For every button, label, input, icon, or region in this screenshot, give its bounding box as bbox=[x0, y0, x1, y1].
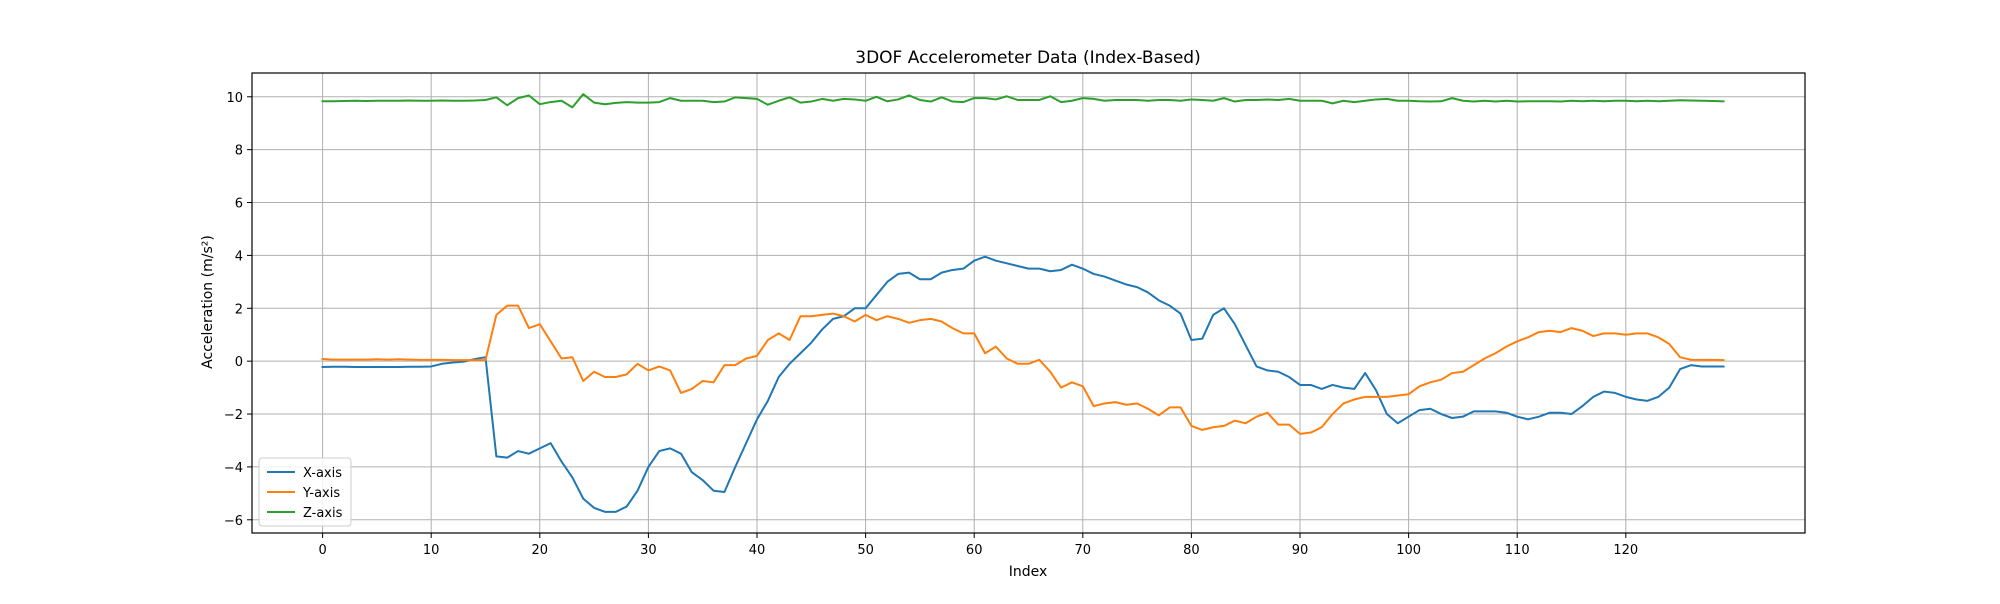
gridlines bbox=[252, 73, 1805, 533]
x-axis-label: Index bbox=[1009, 564, 1048, 580]
x-tick-label: 20 bbox=[532, 543, 549, 558]
x-tick-label: 100 bbox=[1396, 543, 1421, 558]
x-tick-label: 0 bbox=[318, 543, 326, 558]
x-tick-label: 110 bbox=[1505, 543, 1530, 558]
legend-label-z-axis: Z-axis bbox=[303, 506, 343, 521]
series-lines bbox=[321, 93, 1725, 513]
series-line-z-axis bbox=[321, 93, 1725, 109]
chart-title: 3DOF Accelerometer Data (Index-Based) bbox=[855, 48, 1200, 68]
x-tick-label: 30 bbox=[640, 543, 657, 558]
y-tick-label: 10 bbox=[226, 91, 243, 106]
legend-label-x-axis: X-axis bbox=[303, 466, 342, 481]
y-tick-label: 6 bbox=[235, 197, 243, 212]
x-tick-label: 50 bbox=[857, 543, 874, 558]
axis-ticks: 0 10 20 30 40 50 60 70 80 90 100 110 120 −6 −4 −2 0 2 4 6 8 1… bbox=[224, 91, 1638, 558]
y-tick-label: −4 bbox=[224, 461, 243, 476]
x-tick-label: 60 bbox=[966, 543, 983, 558]
y-tick-label: 2 bbox=[235, 302, 243, 317]
y-tick-label: 0 bbox=[235, 355, 243, 370]
series-line-x-axis bbox=[321, 255, 1725, 513]
plot-area-frame bbox=[251, 72, 1806, 534]
x-tick-label: 10 bbox=[423, 543, 440, 558]
y-tick-label: −2 bbox=[224, 408, 243, 423]
legend-box bbox=[258, 457, 352, 527]
legend-label-y-axis: Y-axis bbox=[302, 486, 340, 501]
series-line-y-axis bbox=[321, 304, 1725, 435]
x-tick-label: 40 bbox=[749, 543, 766, 558]
x-tick-label: 80 bbox=[1183, 543, 1200, 558]
y-axis-label: Acceleration (m/s²) bbox=[200, 235, 216, 369]
x-tick-label: 90 bbox=[1292, 543, 1309, 558]
x-tick-label: 70 bbox=[1075, 543, 1092, 558]
x-tick-label: 120 bbox=[1613, 543, 1638, 558]
legend: X-axis Y-axis Z-axis bbox=[258, 457, 352, 527]
y-tick-label: −6 bbox=[224, 514, 243, 529]
y-tick-label: 4 bbox=[235, 249, 243, 264]
y-tick-label: 8 bbox=[235, 144, 243, 159]
